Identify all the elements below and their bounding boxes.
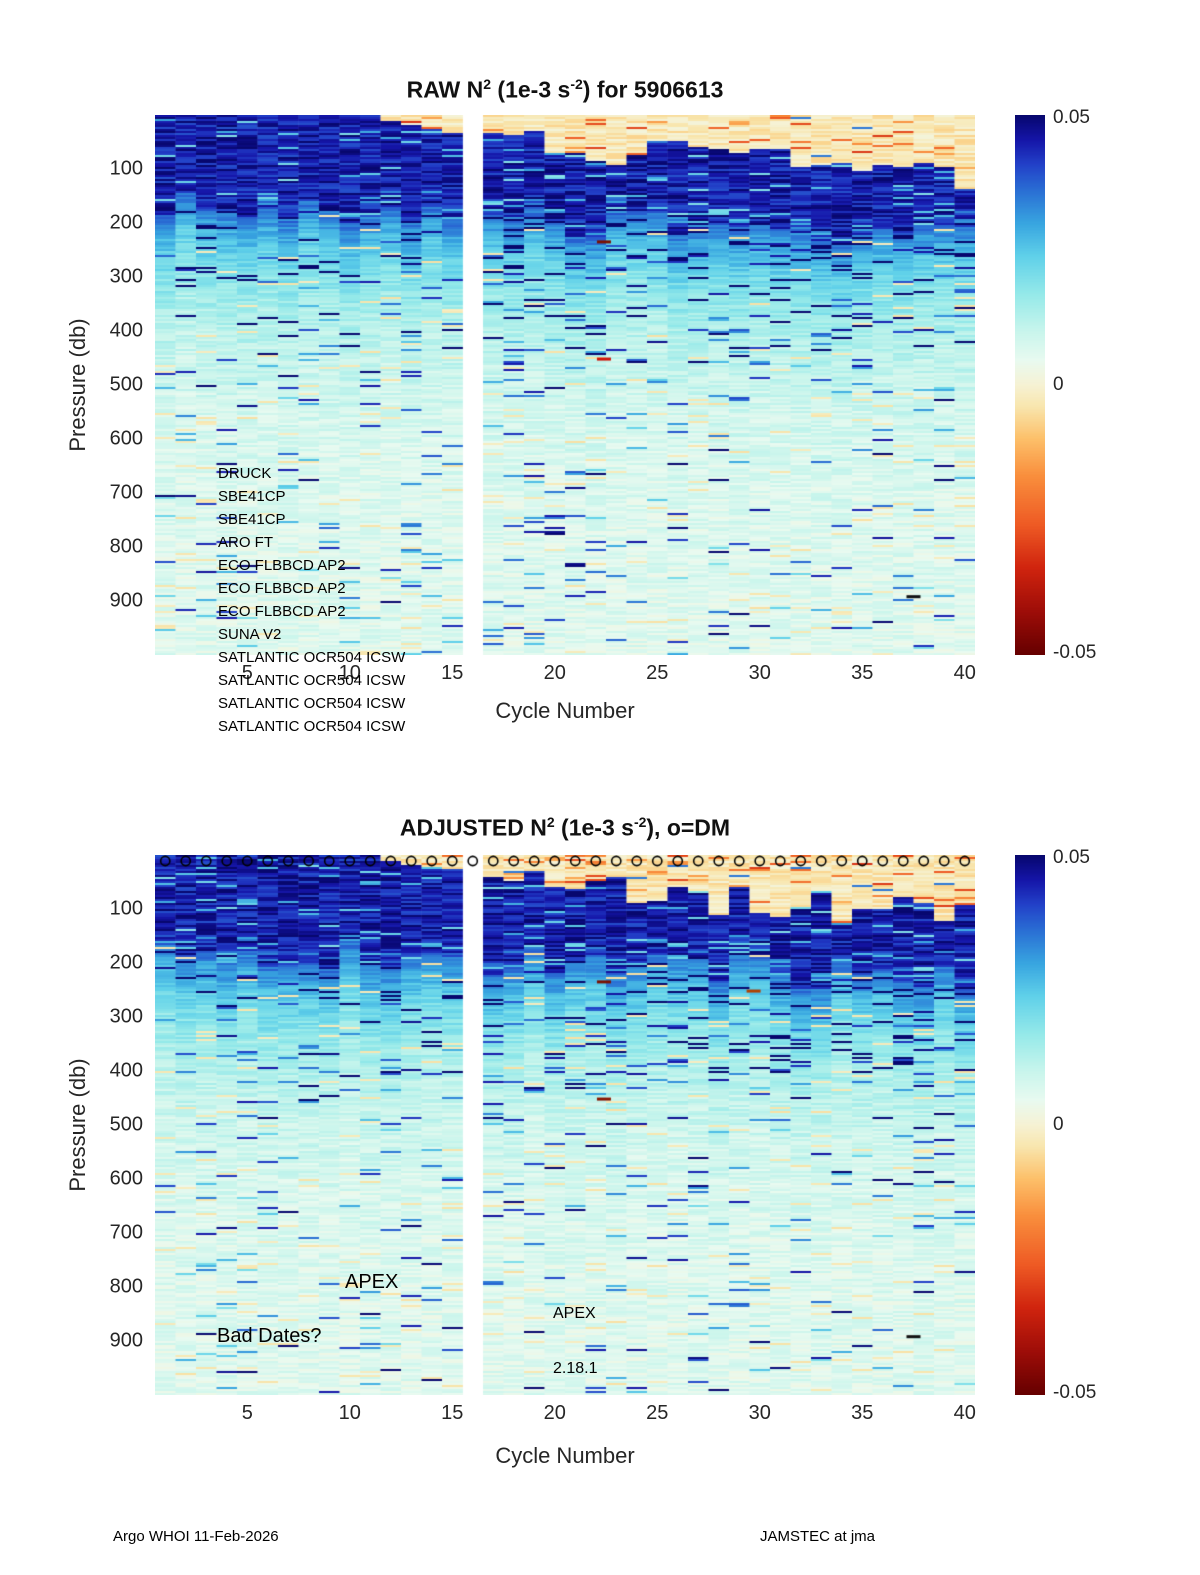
title-text: RAW N bbox=[406, 76, 484, 103]
colorbar-tick-label: 0 bbox=[1053, 374, 1064, 395]
y-tick-label: 500 bbox=[109, 1113, 143, 1136]
footer-right-text: JAMSTEC at jma bbox=[760, 1528, 876, 1545]
raw-plot-title: RAW N2 (1e-3 s-2) for 5906613 bbox=[155, 76, 975, 104]
title-text: ) for 5906613 bbox=[582, 76, 724, 103]
sensor-label: SATLANTIC OCR504 ICSW bbox=[218, 695, 406, 712]
raw-colorbar bbox=[1015, 115, 1045, 655]
raw-colorbar-canvas bbox=[1015, 115, 1045, 655]
y-tick-label: 100 bbox=[109, 157, 143, 180]
x-tick-label: 5 bbox=[241, 662, 253, 684]
sensor-label: ECO FLBBCD AP2 bbox=[218, 557, 346, 574]
y-tick-label: 800 bbox=[109, 1275, 143, 1298]
title-text: (1e-3 s bbox=[554, 814, 634, 841]
sensor-label: SATLANTIC OCR504 ICSW bbox=[218, 649, 406, 666]
x-tick-label: 5 bbox=[241, 1402, 253, 1424]
adjusted-x-axis-label: Cycle Number bbox=[495, 1443, 635, 1468]
sensor-label: SBE41CP bbox=[218, 511, 286, 528]
colorbar-tick-label: 0 bbox=[1053, 1114, 1064, 1135]
y-tick-label: 900 bbox=[109, 1329, 143, 1352]
y-tick-label: 400 bbox=[109, 319, 143, 342]
adjusted-colorbar-canvas bbox=[1015, 855, 1045, 1395]
colorbar-tick-label: 0.05 bbox=[1053, 847, 1090, 868]
raw-heatmap-canvas bbox=[155, 115, 975, 655]
x-tick-label: 40 bbox=[953, 662, 976, 684]
x-tick-label: 20 bbox=[543, 1402, 566, 1424]
x-tick-label: 20 bbox=[543, 662, 566, 684]
sensor-label: SBE41CP bbox=[218, 488, 286, 505]
sensor-label: ARO FT bbox=[218, 534, 273, 551]
x-tick-label: 15 bbox=[441, 662, 464, 684]
x-tick-label: 30 bbox=[748, 662, 771, 684]
colorbar-tick-label: -0.05 bbox=[1053, 1382, 1097, 1403]
y-tick-label: 100 bbox=[109, 897, 143, 920]
plot-annotation: APEX bbox=[345, 1271, 399, 1293]
sensor-label: SATLANTIC OCR504 ICSW bbox=[218, 672, 406, 689]
x-tick-label: 15 bbox=[441, 1402, 464, 1424]
adjusted-heatmap-canvas bbox=[155, 855, 975, 1395]
x-tick-label: 10 bbox=[338, 1402, 361, 1424]
y-tick-label: 700 bbox=[109, 1221, 143, 1244]
colorbar-tick-label: -0.05 bbox=[1053, 642, 1097, 663]
adjusted-plot-title: ADJUSTED N2 (1e-3 s-2), o=DM bbox=[155, 814, 975, 842]
y-tick-label: 500 bbox=[109, 373, 143, 396]
title-superscript: -2 bbox=[633, 814, 647, 830]
y-tick-label: 900 bbox=[109, 589, 143, 612]
plot-annotation: Bad Dates? bbox=[217, 1325, 322, 1347]
title-text: ), o=DM bbox=[646, 814, 731, 841]
adjusted-colorbar bbox=[1015, 855, 1045, 1395]
title-superscript: 2 bbox=[546, 814, 555, 830]
x-tick-label: 25 bbox=[646, 1402, 669, 1424]
plot-annotation: 2.18.1 bbox=[553, 1360, 598, 1377]
colorbar-tick-label: 0.05 bbox=[1053, 107, 1090, 128]
adjusted-y-axis-label: Pressure (db) bbox=[65, 1058, 90, 1192]
adjusted-heatmap bbox=[155, 855, 975, 1395]
raw-y-axis-label: Pressure (db) bbox=[65, 318, 90, 452]
x-tick-label: 30 bbox=[748, 1402, 771, 1424]
sensor-label: ECO FLBBCD AP2 bbox=[218, 580, 346, 597]
x-tick-label: 35 bbox=[851, 662, 874, 684]
x-tick-label: 25 bbox=[646, 662, 669, 684]
y-tick-label: 800 bbox=[109, 535, 143, 558]
sensor-annotation-list: DRUCK SBE41CP SBE41CP ARO FT ECO FLBBCD AP2 E… bbox=[218, 462, 405, 738]
title-superscript: -2 bbox=[570, 76, 583, 92]
sensor-label: DRUCK bbox=[218, 465, 272, 482]
title-text: (1e-3 s bbox=[491, 76, 571, 103]
x-tick-label: 10 bbox=[338, 662, 361, 684]
y-tick-label: 300 bbox=[109, 265, 143, 288]
y-tick-label: 200 bbox=[109, 951, 143, 974]
title-superscript: 2 bbox=[483, 76, 492, 92]
sensor-label: ECO FLBBCD AP2 bbox=[218, 603, 346, 620]
raw-heatmap bbox=[155, 115, 975, 655]
y-tick-label: 700 bbox=[109, 481, 143, 504]
x-tick-label: 35 bbox=[851, 1402, 874, 1424]
sensor-label: SATLANTIC OCR504 ICSW bbox=[218, 718, 406, 735]
y-tick-label: 300 bbox=[109, 1005, 143, 1028]
raw-x-axis-label: Cycle Number bbox=[495, 698, 635, 723]
plot-annotation: APEX bbox=[553, 1305, 596, 1322]
y-tick-label: 600 bbox=[109, 427, 143, 450]
title-text: ADJUSTED N bbox=[399, 814, 547, 841]
y-tick-label: 200 bbox=[109, 211, 143, 234]
y-tick-label: 400 bbox=[109, 1059, 143, 1082]
footer-left-text: Argo WHOI 11-Feb-2026 bbox=[113, 1528, 279, 1545]
sensor-label: SUNA V2 bbox=[218, 626, 282, 643]
y-tick-label: 600 bbox=[109, 1167, 143, 1190]
x-tick-label: 40 bbox=[953, 1402, 976, 1424]
